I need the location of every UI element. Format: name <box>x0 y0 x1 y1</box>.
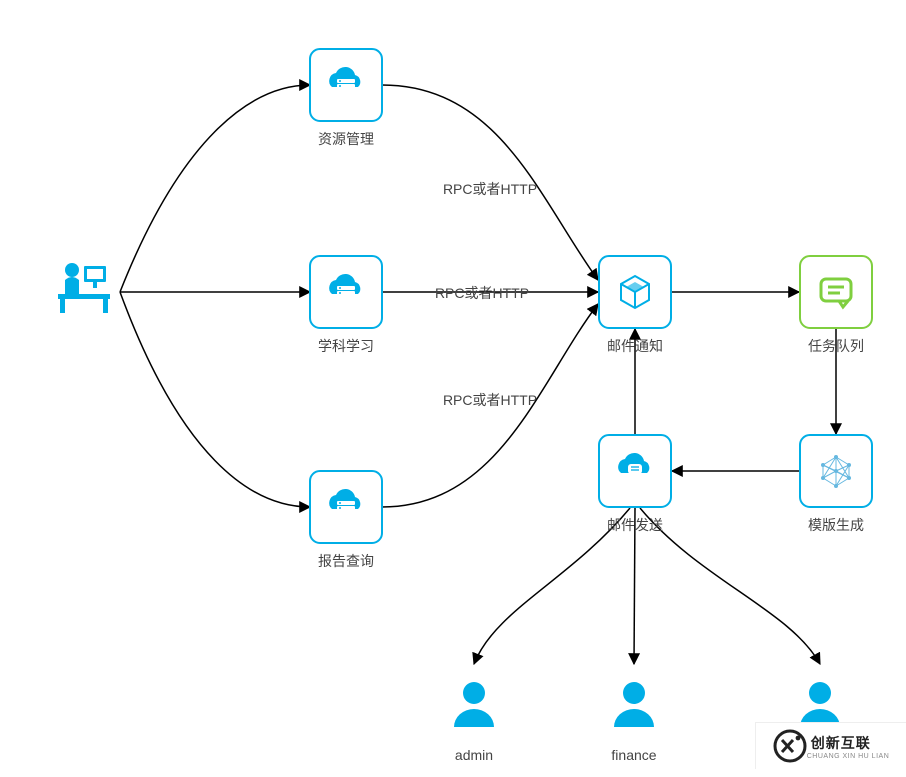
node-label-resource: 资源管理 <box>286 129 406 149</box>
user-desk-icon <box>58 263 110 313</box>
person-icon <box>614 682 654 727</box>
node-label-report: 报告查询 <box>286 551 406 571</box>
edge-user-resource <box>120 85 310 292</box>
watermark-sub: CHUANG XIN HU LIAN <box>807 753 890 760</box>
node-report <box>310 471 382 543</box>
node-label-mail_notify: 邮件通知 <box>575 336 695 356</box>
node-task_queue <box>800 256 872 328</box>
node-template <box>800 435 872 507</box>
person-icon <box>800 682 840 727</box>
node-label-task_queue: 任务队列 <box>776 336 896 356</box>
person-icon <box>454 682 494 727</box>
node-label-mail_send: 邮件发送 <box>575 515 695 535</box>
node-label-template: 模版生成 <box>776 515 896 535</box>
edge-label: RPC或者HTTP <box>443 179 537 199</box>
node-anon <box>800 682 840 727</box>
diagram-canvas <box>0 0 906 777</box>
watermark-brand: 创新互联 <box>811 733 890 753</box>
edge-user-report <box>120 292 310 507</box>
node-label-subject: 学科学习 <box>286 336 406 356</box>
node-mail_send <box>599 435 671 507</box>
node-resource <box>310 49 382 121</box>
node-label-admin: admin <box>414 747 534 763</box>
node-subject <box>310 256 382 328</box>
edge-label: RPC或者HTTP <box>443 390 537 410</box>
node-admin <box>454 682 494 727</box>
node-mail_notify <box>599 256 671 328</box>
node-label-finance: finance <box>574 747 694 763</box>
watermark: 创新互联 CHUANG XIN HU LIAN <box>755 722 906 769</box>
edge-label: RPC或者HTTP <box>435 283 529 303</box>
node-user <box>58 263 110 313</box>
node-finance <box>614 682 654 727</box>
